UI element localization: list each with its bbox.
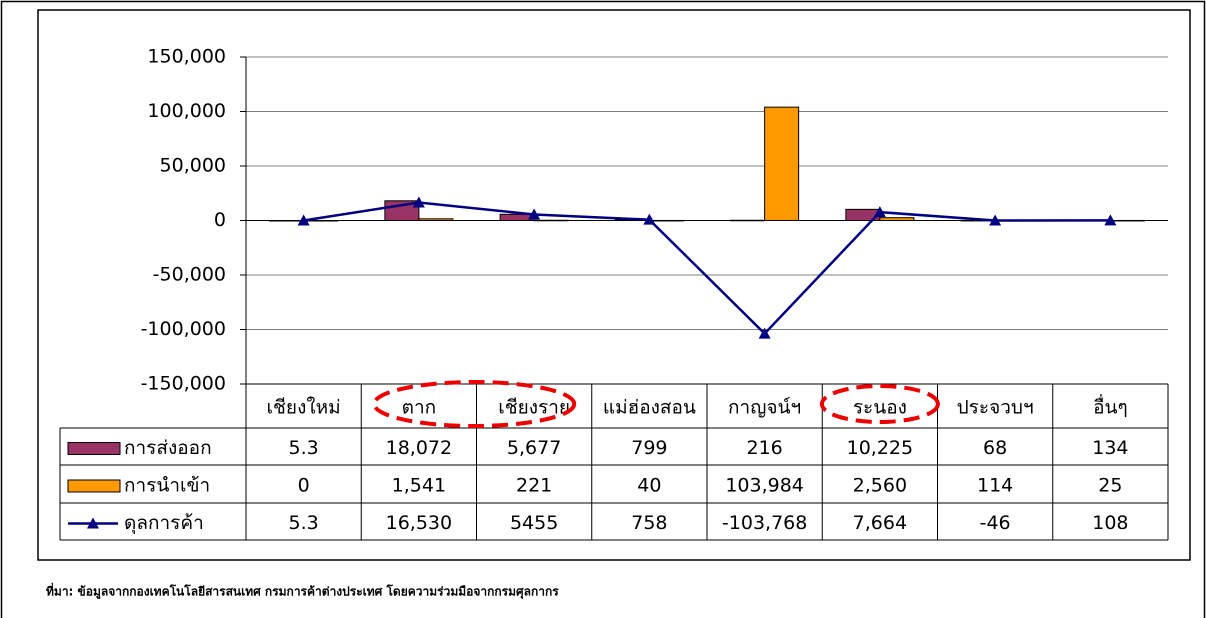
line: [303, 201, 1111, 336]
line-marker: [643, 213, 656, 225]
table-value: 758: [631, 512, 667, 534]
chart-frame: [37, 9, 1191, 561]
legend-key-marker: [87, 517, 99, 529]
line-marker: [412, 196, 425, 208]
table-value: 0: [298, 475, 310, 497]
table-value: 16,530: [386, 512, 452, 534]
line-marker: [873, 206, 886, 218]
annotation: [372, 380, 577, 428]
y-tick-label: 150,000: [147, 46, 226, 68]
x-tick-label: ประจวบฯ: [957, 397, 1034, 419]
y-tick-label: -100,000: [141, 318, 226, 340]
line-marker: [528, 208, 541, 220]
table-value: 5.3: [289, 512, 319, 534]
table-value: 10,225: [847, 437, 913, 459]
table-value: -103,768: [722, 512, 807, 534]
y-tick-label: 0: [214, 209, 226, 231]
y-tick-label: -150,000: [141, 373, 226, 395]
table-value: 2,560: [853, 475, 907, 497]
y-tick-label: 50,000: [160, 155, 226, 177]
bar: [764, 106, 800, 221]
x-tick-label: ระนอง: [853, 397, 907, 419]
y-tick-label: -50,000: [153, 264, 226, 286]
table-value: -46: [980, 512, 1011, 534]
x-tick-label: กาญจน์ฯ: [728, 397, 801, 419]
line-marker: [758, 327, 771, 339]
table-value: 108: [1092, 512, 1128, 534]
x-tick-label: อื่นๆ: [1093, 394, 1128, 419]
table-value: 25: [1098, 475, 1122, 497]
line-marker: [297, 214, 310, 226]
table-value: 216: [746, 437, 782, 459]
table-value: 134: [1092, 437, 1128, 459]
table-value: 5455: [510, 512, 558, 534]
legend-key: [67, 442, 121, 455]
table-value: 221: [516, 475, 552, 497]
line-marker: [1104, 214, 1117, 226]
legend-key: [67, 479, 121, 493]
source-note: ที่มา: ข้อมูลจากกองเทคโนโลยีสารสนเทศ กรม…: [46, 583, 559, 600]
x-tick-label: เชียงราย: [498, 397, 570, 419]
table-value: 7,664: [853, 512, 907, 534]
table-value: 5.3: [289, 437, 319, 459]
y-tick-label: 100,000: [147, 100, 226, 122]
legend-label: การนำเข้า: [124, 475, 210, 497]
line-marker: [989, 214, 1002, 226]
table-value: 40: [637, 475, 661, 497]
table-value: 799: [631, 437, 667, 459]
legend-label: ดุลการค้า: [124, 512, 204, 535]
x-tick-label: แม่ฮ่องสอน: [603, 397, 696, 419]
legend-label: การส่งออก: [124, 437, 212, 459]
x-tick-label: เชียงใหม่: [267, 397, 341, 419]
table-value: 68: [983, 437, 1007, 459]
table-value: 114: [977, 475, 1013, 497]
x-tick-label: ตาก: [402, 397, 437, 419]
table-value: 103,984: [725, 475, 804, 497]
table-value: 1,541: [392, 475, 446, 497]
table-value: 5,677: [507, 437, 561, 459]
annotation: [819, 384, 940, 424]
table-value: 18,072: [386, 437, 452, 459]
